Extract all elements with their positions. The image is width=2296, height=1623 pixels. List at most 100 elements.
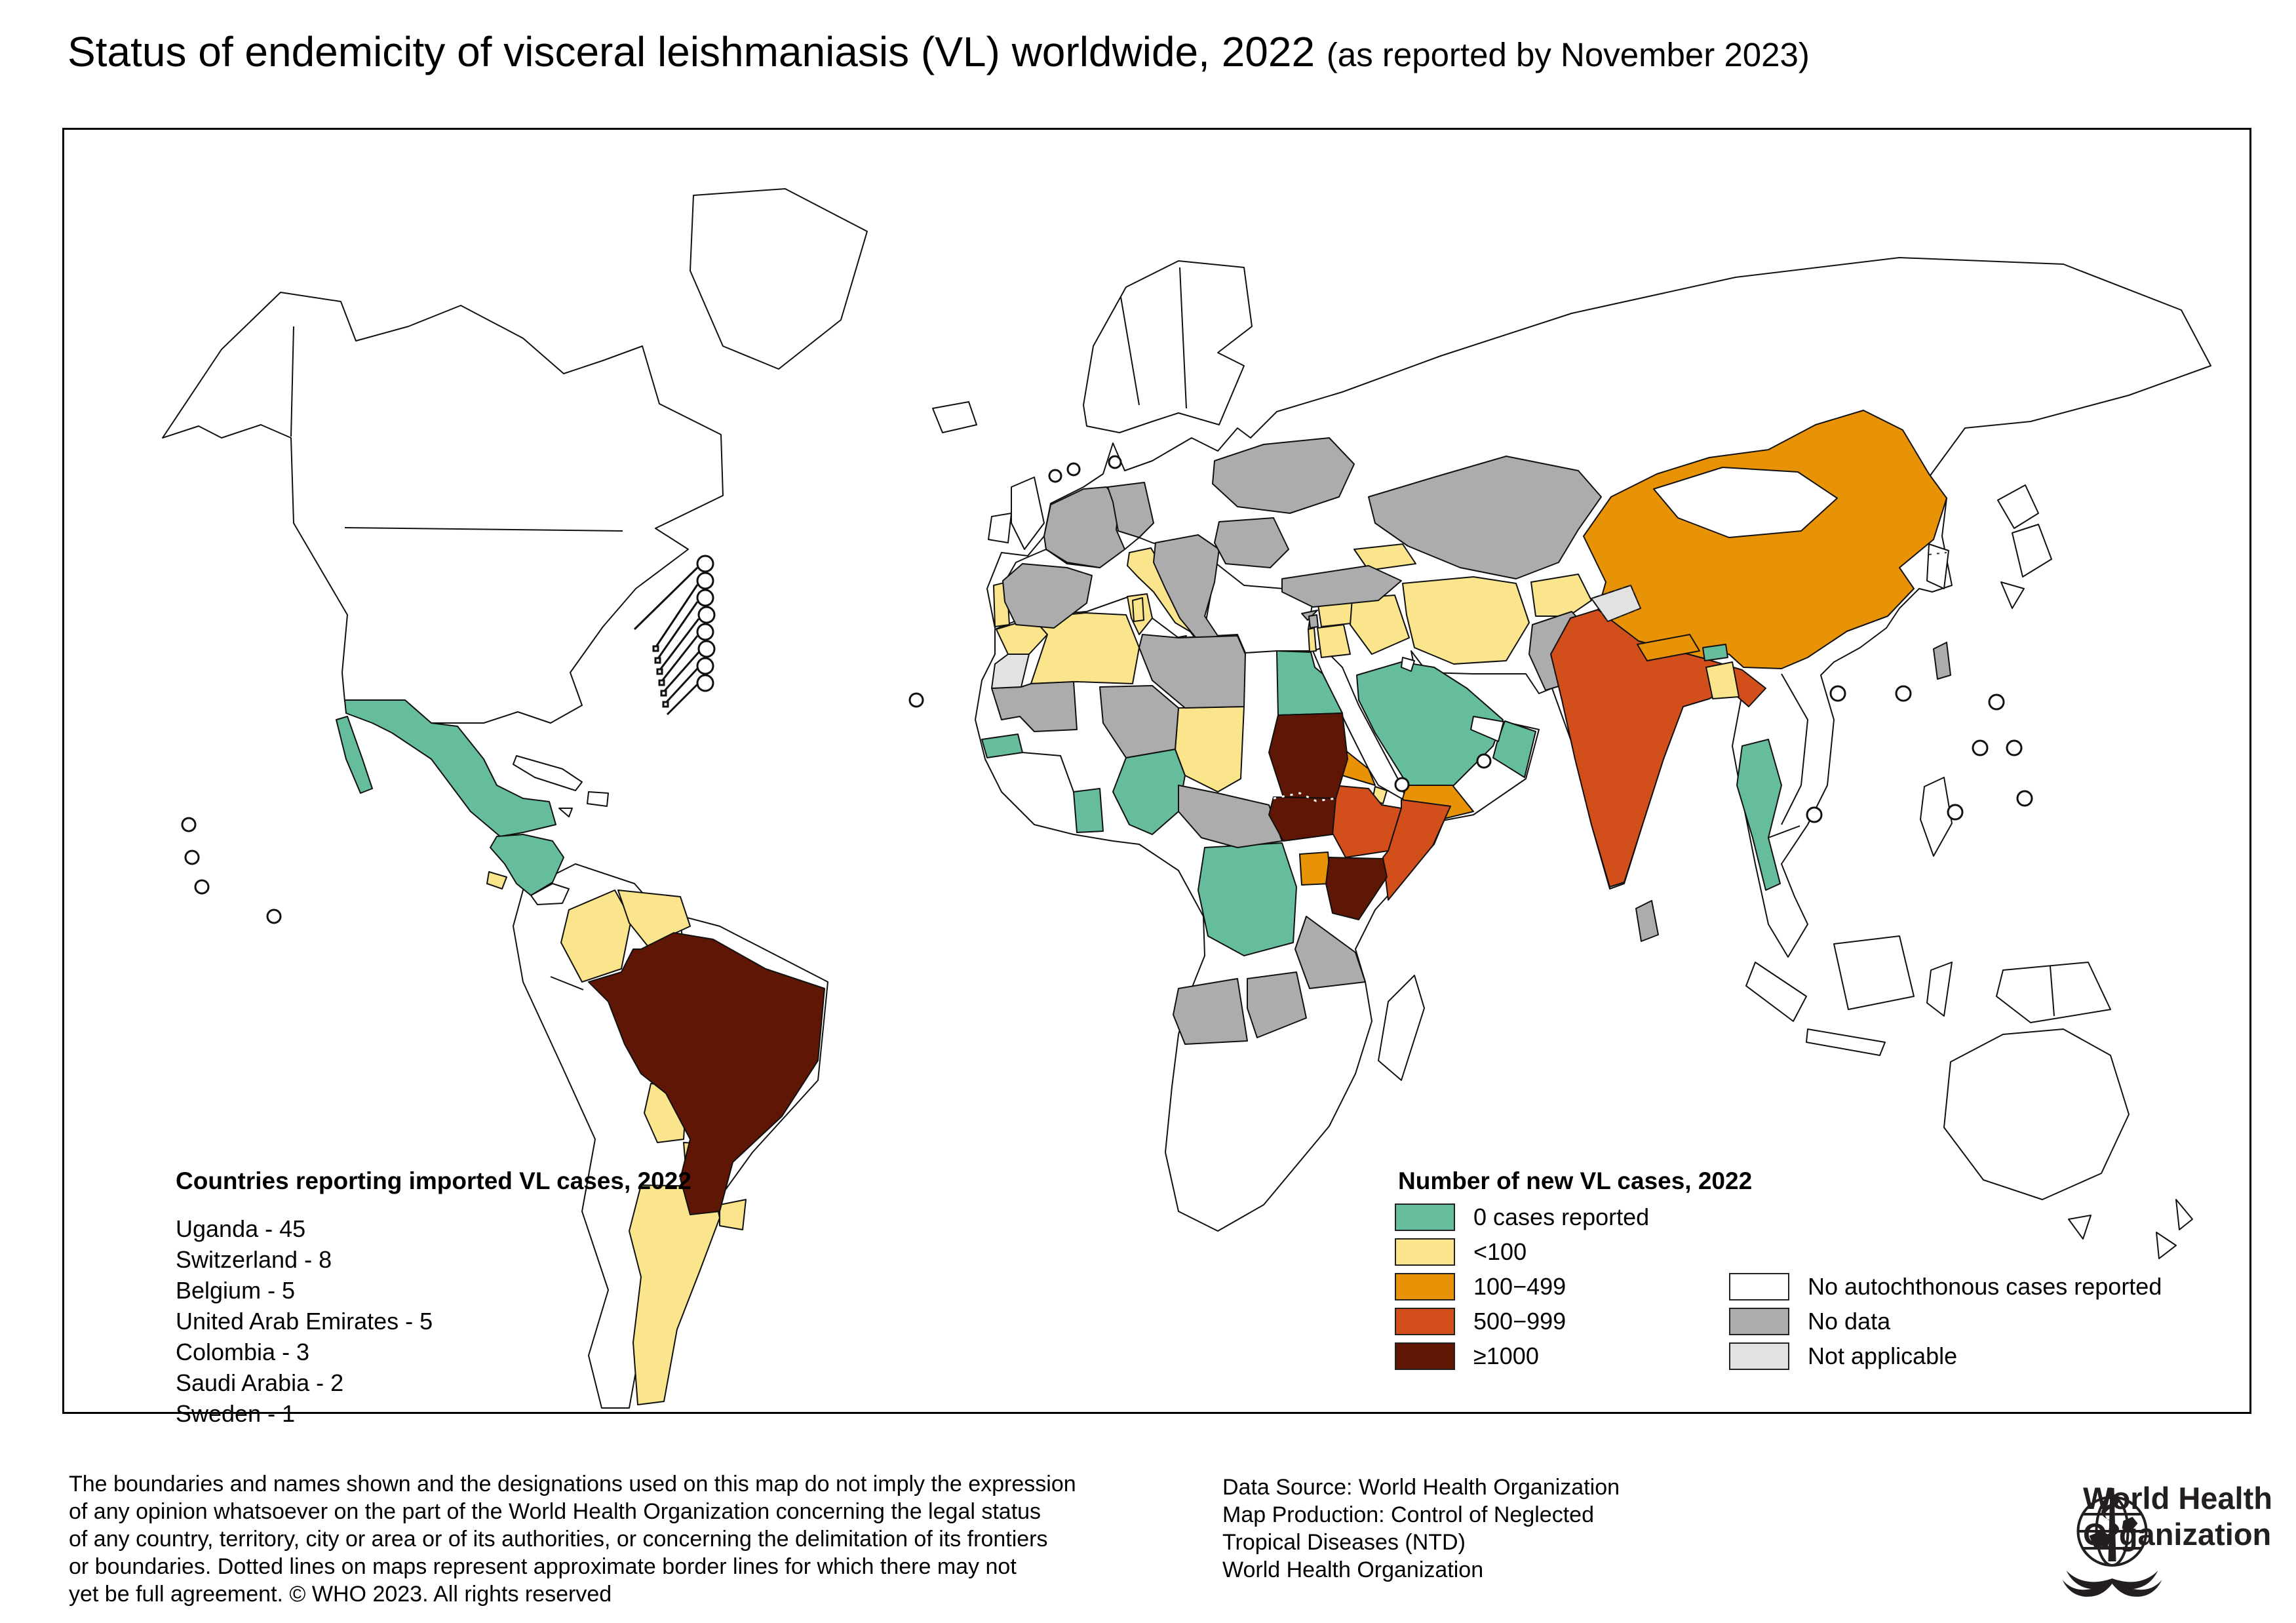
island-markers bbox=[181, 455, 2033, 924]
data-source-line: Tropical Diseases (NTD) bbox=[1222, 1530, 1466, 1555]
imported-cases-legend: Countries reporting imported VL cases, 2… bbox=[176, 1167, 691, 1429]
country-libya bbox=[1138, 634, 1246, 709]
island-antilles-6 bbox=[662, 701, 669, 708]
country-sardinia bbox=[1132, 597, 1144, 622]
country-ireland bbox=[988, 513, 1012, 543]
island-circle-kiribati bbox=[2006, 739, 2023, 756]
island-circle-palau bbox=[1806, 806, 1823, 823]
country-sudan bbox=[1268, 713, 1348, 799]
island-circle-mediterranean-3 bbox=[1108, 455, 1122, 469]
country-scandinavia bbox=[1083, 260, 1253, 433]
island-antilles-2 bbox=[654, 657, 661, 664]
cases-legend-heading-wrap: Number of new VL cases, 2022 bbox=[1398, 1167, 1752, 1195]
legend-row-500-999: 500−999 bbox=[1395, 1308, 1566, 1335]
legend-label-0-cases: 0 cases reported bbox=[1473, 1203, 1650, 1230]
country-brazil bbox=[588, 932, 825, 1215]
disclaimer-line: of any opinion whatsoever on the part of… bbox=[69, 1499, 1041, 1524]
island-antilles-5 bbox=[660, 690, 667, 697]
country-sri-lanka bbox=[1635, 900, 1659, 942]
country-kuwait bbox=[1401, 657, 1415, 672]
who-logo-text-line2: Organization bbox=[2083, 1517, 2272, 1552]
island-circle-mediterranean-1 bbox=[1048, 469, 1062, 483]
legend-label-500-999: 500−999 bbox=[1473, 1308, 1566, 1335]
island-circle-tuvalu bbox=[2016, 790, 2033, 807]
country-france bbox=[1043, 486, 1125, 568]
country-greenland bbox=[690, 188, 868, 370]
border-sudan-south-sudan-dotted bbox=[1273, 792, 1336, 802]
country-jordan bbox=[1317, 624, 1351, 658]
legend-row-ge1000: ≥1000 bbox=[1395, 1342, 1539, 1370]
country-drc bbox=[1197, 842, 1297, 956]
imported-case-item: Belgium - 5 bbox=[176, 1277, 296, 1304]
island-circle-1 bbox=[696, 555, 714, 573]
island-circle-7 bbox=[696, 657, 714, 675]
country-western-sahara bbox=[991, 654, 1030, 689]
border-alaska-canada bbox=[290, 326, 294, 437]
page-title-sub: (as reported by November 2023) bbox=[1326, 36, 1810, 73]
country-borneo bbox=[1833, 935, 1915, 1010]
border-norway-sweden bbox=[1120, 296, 1140, 406]
disclaimer-line: yet be full agreement. © WHO 2023. All r… bbox=[69, 1582, 612, 1607]
legend-row-lt100: <100 bbox=[1395, 1238, 1527, 1266]
data-source: Data Source: World Health Organization M… bbox=[1222, 1474, 1620, 1584]
page-title-main: Status of endemicity of visceral leishma… bbox=[68, 28, 1327, 75]
border-kashmir-dotted bbox=[1591, 584, 1642, 623]
island-circle-pacific-1 bbox=[181, 817, 197, 832]
country-japan-south bbox=[2000, 581, 2025, 609]
island-circle-3 bbox=[696, 589, 714, 607]
country-cuba bbox=[513, 755, 583, 791]
legend-row-100-499: 100−499 bbox=[1395, 1273, 1566, 1300]
country-north-america bbox=[162, 292, 724, 724]
island-antilles-3 bbox=[656, 668, 663, 675]
country-ghana bbox=[1073, 788, 1104, 833]
country-iceland bbox=[932, 401, 977, 433]
imported-case-item: Sweden - 1 bbox=[176, 1400, 296, 1427]
country-afghanistan bbox=[1530, 574, 1592, 617]
legend-swatch-no-autochthonous bbox=[1729, 1273, 1789, 1300]
island-circle-pacific-3 bbox=[194, 879, 210, 895]
country-turkey bbox=[1281, 565, 1402, 608]
island-circle-pacific-2 bbox=[184, 850, 200, 865]
imported-case-item: Saudi Arabia - 2 bbox=[176, 1369, 344, 1396]
country-spain bbox=[1002, 563, 1093, 629]
country-thailand bbox=[1736, 739, 1782, 891]
island-circle-nauru bbox=[1972, 739, 1989, 756]
border-png-indonesia bbox=[2050, 966, 2055, 1017]
island-circle-2 bbox=[696, 572, 714, 590]
country-jamaica bbox=[558, 808, 573, 817]
imported-case-item: Colombia - 3 bbox=[176, 1339, 310, 1365]
island-circle-maldives bbox=[1476, 753, 1492, 769]
country-romania-bulgaria bbox=[1214, 517, 1289, 568]
island-circle-mediterranean-2 bbox=[1066, 462, 1081, 477]
country-el-salvador bbox=[486, 871, 507, 890]
imported-case-item: United Arab Emirates - 5 bbox=[176, 1308, 433, 1335]
island-antilles-4 bbox=[658, 679, 665, 686]
imported-case-item: Uganda - 45 bbox=[176, 1215, 306, 1242]
country-baja-california bbox=[336, 716, 373, 794]
border-south-sudan-kenya-dotted bbox=[1309, 840, 1330, 847]
country-tasmania bbox=[2068, 1215, 2092, 1240]
country-niger bbox=[1099, 685, 1179, 758]
data-source-line: Data Source: World Health Organization bbox=[1222, 1475, 1620, 1500]
who-logo-icon bbox=[2062, 1488, 2162, 1597]
country-uruguay bbox=[719, 1199, 747, 1230]
island-antilles-1 bbox=[652, 645, 659, 652]
legend-label-lt100: <100 bbox=[1473, 1238, 1527, 1265]
page-title: Status of endemicity of visceral leishma… bbox=[68, 28, 1810, 76]
leader-line-4 bbox=[658, 618, 700, 671]
country-japan-main bbox=[2012, 524, 2052, 577]
island-circle-micronesia-2 bbox=[1895, 685, 1912, 702]
country-kenya bbox=[1325, 857, 1388, 920]
country-caucasus bbox=[1353, 543, 1416, 571]
island-circle-4 bbox=[697, 606, 716, 624]
country-uae-qatar bbox=[1470, 716, 1504, 742]
disclaimer-line: The boundaries and names shown and the d… bbox=[69, 1472, 1076, 1496]
island-circle-cape-verde bbox=[908, 692, 924, 708]
legend-row-0-cases: 0 cases reported bbox=[1395, 1203, 1649, 1231]
country-new-zealand-north bbox=[2175, 1199, 2193, 1230]
country-lebanon bbox=[1308, 614, 1319, 629]
island-circle-solomon bbox=[1947, 804, 1964, 821]
island-circle-marshall bbox=[1988, 694, 2005, 711]
border-us-canada bbox=[344, 527, 623, 532]
country-mauritania bbox=[991, 681, 1078, 732]
